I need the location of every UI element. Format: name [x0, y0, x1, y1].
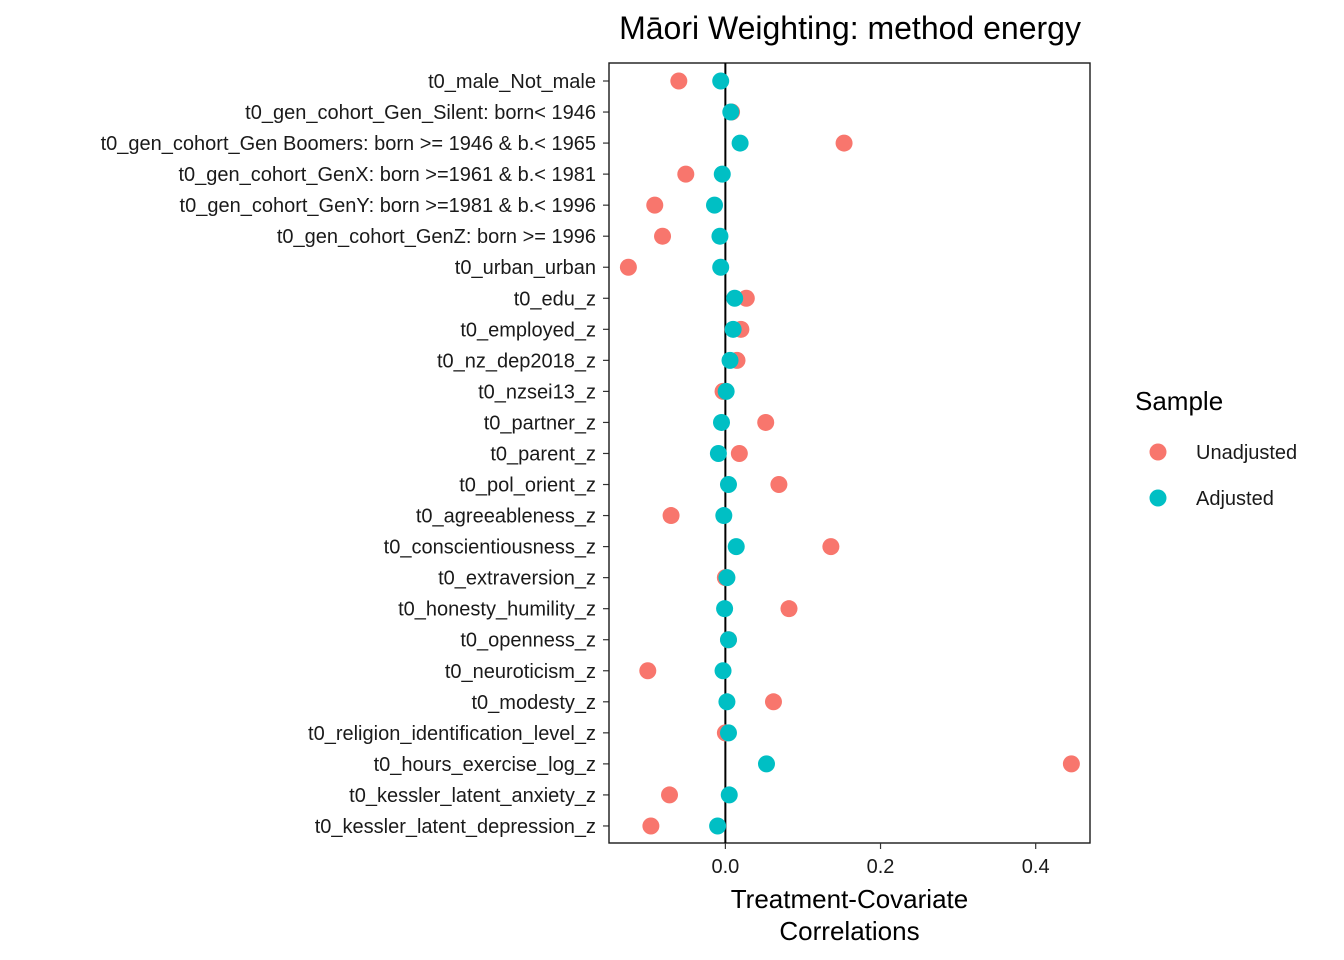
legend: Sample Unadjusted Adjusted — [1135, 386, 1297, 510]
y-axis-labels: t0_male_Not_male t0_gen_cohort_Gen_Silent… — [101, 71, 596, 838]
x-tick-label: 0.2 — [867, 856, 895, 878]
unadjusted-point — [661, 786, 679, 804]
unadjusted-point — [662, 507, 680, 525]
x-axis-title-line: Treatment-Covariate — [731, 884, 968, 914]
y-tick-label: t0_nzsei13_z — [478, 381, 596, 403]
y-tick-label: t0_religion_identification_level_z — [308, 723, 596, 745]
unadjusted-point — [677, 165, 695, 183]
adjusted-point — [719, 631, 737, 649]
adjusted-point — [731, 134, 749, 152]
y-tick-label: t0_nz_dep2018_z — [437, 350, 596, 372]
y-tick-label: t0_openness_z — [460, 630, 596, 652]
y-tick-label: t0_gen_cohort_Gen Boomers: born >= 1946 … — [101, 133, 596, 155]
y-tick-label: t0_employed_z — [460, 319, 596, 341]
legend-title: Sample — [1135, 386, 1223, 416]
legend-key-unadjusted — [1149, 443, 1167, 461]
legend-label: Adjusted — [1196, 488, 1274, 510]
y-tick-label: t0_edu_z — [514, 288, 596, 310]
adjusted-point — [715, 507, 733, 525]
unadjusted-point — [835, 134, 853, 152]
adjusted-point — [713, 165, 731, 183]
unadjusted-point — [730, 444, 748, 462]
adjusted-point — [714, 662, 732, 680]
y-tick-label: t0_hours_exercise_log_z — [374, 754, 596, 776]
y-tick-label: t0_modesty_z — [471, 692, 596, 714]
unadjusted-point — [654, 227, 672, 245]
y-tick-label: t0_male_Not_male — [428, 71, 596, 93]
unadjusted-point — [764, 693, 782, 711]
x-axis-title-line: Correlations — [779, 916, 919, 946]
chart-title: Māori Weighting: method energy — [619, 10, 1081, 46]
y-tick-label: t0_gen_cohort_GenZ: born >= 1996 — [277, 226, 596, 248]
unadjusted-point — [619, 258, 637, 276]
x-tick-label: 0.0 — [711, 856, 739, 878]
y-tick-label: t0_partner_z — [484, 412, 596, 434]
y-tick-label: t0_kessler_latent_anxiety_z — [349, 785, 596, 807]
adjusted-point — [718, 569, 736, 587]
y-tick-label: t0_parent_z — [490, 443, 596, 465]
unadjusted-point — [642, 817, 660, 835]
adjusted-point — [720, 786, 738, 804]
adjusted-point — [711, 227, 729, 245]
y-tick-label: t0_agreeableness_z — [416, 506, 596, 528]
unadjusted-point — [639, 662, 657, 680]
adjusted-point — [721, 351, 739, 369]
x-axis: 0.0 0.2 0.4 — [711, 843, 1050, 878]
adjusted-point — [706, 196, 724, 214]
adjusted-point — [712, 258, 730, 276]
unadjusted-point — [1062, 755, 1080, 773]
adjusted-point — [719, 724, 737, 742]
adjusted-point — [757, 755, 775, 773]
unadjusted-point — [757, 413, 775, 431]
y-tick-label: t0_kessler_latent_depression_z — [315, 816, 596, 838]
y-axis-ticks — [603, 80, 609, 827]
adjusted-point — [727, 538, 745, 556]
adjusted-point — [709, 444, 727, 462]
y-tick-label: t0_gen_cohort_GenX: born >=1961 & b.< 19… — [178, 164, 596, 186]
y-tick-label: t0_conscientiousness_z — [384, 537, 596, 559]
adjusted-point — [712, 72, 730, 90]
x-tick-label: 0.4 — [1022, 856, 1050, 878]
adjusted-point — [718, 693, 736, 711]
adjusted-point — [726, 289, 744, 307]
data-points — [619, 72, 1080, 835]
unadjusted-point — [646, 196, 664, 214]
unadjusted-point — [737, 289, 755, 307]
legend-key-adjusted — [1149, 489, 1167, 507]
legend-label: Unadjusted — [1196, 442, 1297, 464]
adjusted-point — [716, 600, 734, 618]
unadjusted-point — [770, 476, 788, 494]
y-tick-label: t0_extraversion_z — [438, 568, 596, 590]
unadjusted-point — [780, 600, 798, 618]
adjusted-point — [719, 476, 737, 494]
adjusted-point — [722, 103, 740, 121]
y-tick-label: t0_gen_cohort_GenY: born >=1981 & b.< 19… — [180, 195, 596, 217]
adjusted-point — [709, 817, 727, 835]
adjusted-point — [712, 413, 730, 431]
plot-panel — [608, 62, 1091, 844]
y-tick-label: t0_pol_orient_z — [459, 475, 596, 497]
y-tick-label: t0_urban_urban — [455, 257, 596, 279]
y-tick-label: t0_neuroticism_z — [445, 661, 596, 683]
adjusted-point — [717, 382, 735, 400]
unadjusted-point — [670, 72, 688, 90]
unadjusted-point — [822, 538, 840, 556]
adjusted-point — [724, 320, 742, 338]
y-tick-label: t0_gen_cohort_Gen_Silent: born< 1946 — [245, 102, 596, 124]
y-tick-label: t0_honesty_humility_z — [398, 599, 596, 621]
